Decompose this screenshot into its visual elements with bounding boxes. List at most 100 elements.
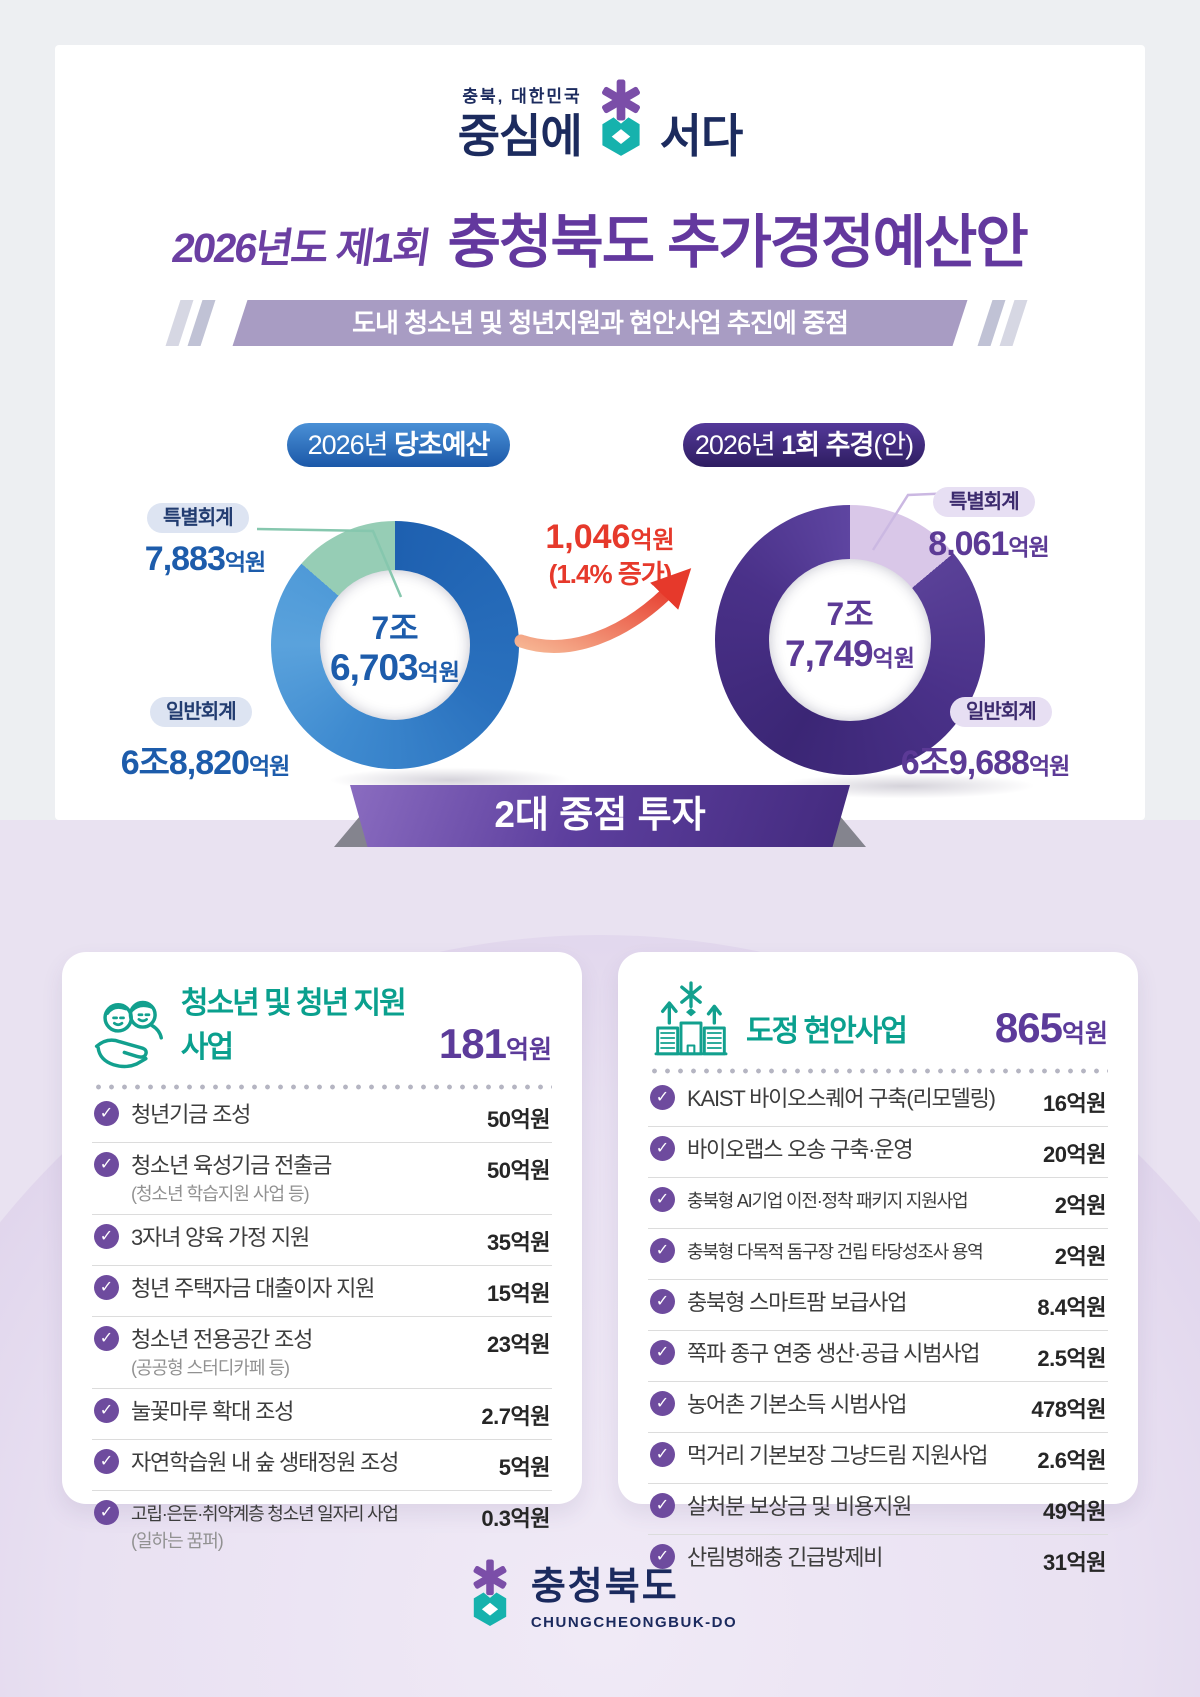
budget-item-row: ✓ 고립·은둔·취약계층 청소년 일자리 사업 (일하는 꿈퍼) 0.3억원 bbox=[92, 1491, 552, 1560]
check-icon: ✓ bbox=[650, 1493, 675, 1518]
budget-item-row: ✓ 청년 주택자금 대출이자 지원 15억원 bbox=[92, 1266, 552, 1317]
value-general-account-right: 6조9,688억원 bbox=[900, 744, 1071, 782]
legend-special-account-right: 특별회계 bbox=[933, 487, 1035, 517]
item-label: 살처분 보상금 및 비용지원 bbox=[687, 1494, 912, 1519]
banner-stripes-right bbox=[977, 300, 1028, 346]
budget-item-row: ✓ 살처분 보상금 및 비용지원 49억원 bbox=[648, 1484, 1108, 1535]
item-label: 고립·은둔·취약계층 청소년 일자리 사업 (일하는 꿈퍼) bbox=[131, 1499, 473, 1552]
section-ribbon-title: 2대 중점 투자 bbox=[350, 785, 850, 847]
budget-item-row: ✓ 충북형 AI기업 이전·정착 패키지 지원사업 2억원 bbox=[648, 1178, 1108, 1229]
subtitle-text: 도내 청소년 및 청년지원과 현안사업 추진에 중점 bbox=[352, 308, 849, 338]
item-amount: 23억원 bbox=[487, 1331, 550, 1357]
budget-item-row: ✓ 3자녀 양육 가정 지원 35억원 bbox=[92, 1215, 552, 1266]
budget-item-row: ✓ 먹거리 기본보장 그냥드림 지원사업 2.6억원 bbox=[648, 1433, 1108, 1484]
item-amount: 31억원 bbox=[1043, 1550, 1106, 1575]
item-amount: 16억원 bbox=[1043, 1091, 1106, 1116]
building-growth-icon bbox=[654, 981, 728, 1056]
province-logo: 충북, 대한민국 중심에 서다 bbox=[55, 77, 1145, 159]
item-amount: 5억원 bbox=[498, 1454, 551, 1480]
chart-title-original-budget: 2026년 당초예산 bbox=[287, 423, 510, 467]
title-prefix: 2026년도 제1회 bbox=[169, 225, 433, 271]
budget-item-row: ✓ 충북형 다목적 돔구장 건립 타당성조사 용역 2억원 bbox=[648, 1229, 1108, 1280]
logo-tagline: 충북, 대한민국 bbox=[462, 87, 582, 106]
item-label: KAIST 바이오스퀘어 구축(리모델링) bbox=[687, 1086, 996, 1111]
check-icon: ✓ bbox=[650, 1238, 675, 1263]
page-title: 2026년도 제1회 충청북도 추가경정예산안 bbox=[55, 195, 1145, 279]
item-label: 농어촌 기본소득 시범사업 bbox=[687, 1392, 907, 1417]
card-total-youth: 181억원 bbox=[438, 1020, 552, 1067]
item-label: 바이오랩스 오송 구축·운영 bbox=[687, 1137, 914, 1162]
item-label: 쪽파 종구 연중 생산·공급 시범사업 bbox=[687, 1341, 981, 1366]
item-label: 눌꽃마루 확대 조성 bbox=[131, 1398, 294, 1424]
check-icon: ✓ bbox=[650, 1085, 675, 1110]
item-amount: 2.5억원 bbox=[1037, 1346, 1106, 1371]
item-amount: 0.3억원 bbox=[481, 1505, 550, 1531]
item-amount: 2억원 bbox=[1054, 1244, 1107, 1269]
budget-item-row: ✓ 쪽파 종구 연중 생산·공급 시범사업 2.5억원 bbox=[648, 1331, 1108, 1382]
check-icon: ✓ bbox=[94, 1499, 119, 1525]
item-label: 충북형 AI기업 이전·정착 패키지 지원사업 bbox=[687, 1191, 969, 1211]
donut-supplementary-hole bbox=[769, 559, 931, 721]
donut-original-hole bbox=[320, 570, 470, 720]
province-symbol-icon bbox=[601, 79, 640, 156]
logo-word-left: 중심에 bbox=[457, 110, 583, 162]
value-general-account-left: 6조8,820억원 bbox=[120, 744, 291, 782]
budget-item-row: ✓ 청소년 육성기금 전출금 (청소년 학습지원 사업 등) 50억원 bbox=[92, 1143, 552, 1215]
item-amount: 2억원 bbox=[1054, 1193, 1107, 1218]
check-icon: ✓ bbox=[94, 1448, 119, 1474]
donut-supplementary-center-label: 7조 7,749억원 bbox=[785, 596, 915, 674]
section-ribbon: 2대 중점 투자 bbox=[0, 785, 1200, 857]
check-icon: ✓ bbox=[94, 1325, 119, 1351]
budget-item-list: ✓ 청년기금 조성 50억원 ✓ 청소년 육성기금 전출금 (청소년 학습지원 사… bbox=[92, 1092, 552, 1560]
value-special-account-left: 7,883억원 bbox=[144, 540, 266, 578]
footer-province-name: 충청북도 bbox=[530, 1566, 679, 1608]
budget-item-row: ✓ 자연학습원 내 숲 생태정원 조성 5억원 bbox=[92, 1440, 552, 1491]
legend-general-account-left: 일반회계 bbox=[150, 697, 252, 727]
item-amount: 2.6억원 bbox=[1037, 1448, 1106, 1473]
budget-item-row: ✓ KAIST 바이오스퀘어 구축(리모델링) 16억원 bbox=[648, 1076, 1108, 1127]
budget-item-row: ✓ 충북형 스마트팜 보급사업 8.4억원 bbox=[648, 1280, 1108, 1331]
card-title-projects: 도정 현안사업 bbox=[746, 1015, 908, 1048]
check-icon: ✓ bbox=[94, 1223, 119, 1249]
increase-arrow-icon bbox=[514, 568, 692, 653]
footer-province-name-en: CHUNGCHEONGBUK-DO bbox=[530, 1614, 738, 1631]
subtitle-banner: 도내 청소년 및 청년지원과 현안사업 추진에 중점 bbox=[55, 300, 1145, 346]
check-icon: ✓ bbox=[94, 1397, 119, 1423]
top-panel: 충북, 대한민국 중심에 서다 2026년도 제1회 충청북도 추가경정예산안 bbox=[55, 45, 1145, 820]
footer-logo: 충청북도 CHUNGCHEONGBUK-DO bbox=[0, 1555, 1200, 1631]
item-label: 자연학습원 내 숲 생태정원 조성 bbox=[131, 1449, 399, 1475]
chart-title-supplementary-budget: 2026년 1회 추경(안) bbox=[683, 423, 925, 467]
dotted-divider bbox=[92, 1084, 552, 1090]
check-icon: ✓ bbox=[650, 1340, 675, 1365]
item-amount: 50억원 bbox=[487, 1158, 550, 1183]
item-amount: 8.4억원 bbox=[1037, 1295, 1106, 1320]
card-title-youth: 청소년 및 청년 지원사업 bbox=[180, 987, 407, 1064]
legend-special-account-left: 특별회계 bbox=[147, 503, 249, 533]
item-label: 충북형 다목적 돔구장 건립 타당성조사 용역 bbox=[687, 1242, 984, 1262]
budget-item-row: ✓ 농어촌 기본소득 시범사업 478억원 bbox=[648, 1382, 1108, 1433]
item-label: 청소년 육성기금 전출금 (청소년 학습지원 사업 등) bbox=[131, 1151, 479, 1206]
item-label: 청년기금 조성 bbox=[131, 1102, 251, 1127]
check-icon: ✓ bbox=[650, 1442, 675, 1467]
item-label: 먹거리 기본보장 그냥드림 지원사업 bbox=[687, 1443, 989, 1468]
check-icon: ✓ bbox=[650, 1289, 675, 1314]
item-note: (일하는 꿈퍼) bbox=[131, 1530, 224, 1551]
item-note: (공공형 스터디카페 등) bbox=[131, 1358, 290, 1379]
item-amount: 49억원 bbox=[1043, 1499, 1106, 1524]
value-special-account-right: 8,061억원 bbox=[928, 525, 1049, 563]
budget-item-row: ✓ 산림병해충 긴급방제비 31억원 bbox=[648, 1535, 1108, 1585]
item-amount: 50억원 bbox=[487, 1107, 550, 1132]
item-label: 청년 주택자금 대출이자 지원 bbox=[131, 1275, 375, 1301]
logo-word-right: 서다 bbox=[659, 110, 744, 162]
check-icon: ✓ bbox=[94, 1152, 119, 1177]
item-amount: 35억원 bbox=[487, 1229, 550, 1255]
check-icon: ✓ bbox=[650, 1544, 675, 1569]
dotted-divider bbox=[648, 1068, 1108, 1074]
banner-stripes-left bbox=[165, 300, 216, 346]
item-label: 산림병해충 긴급방제비 bbox=[687, 1545, 884, 1570]
budget-item-row: ✓ 눌꽃마루 확대 조성 2.7억원 bbox=[92, 1389, 552, 1440]
connector-line-left bbox=[256, 527, 403, 598]
title-main: 충청북도 추가경정예산안 bbox=[447, 210, 1029, 275]
item-amount: 478억원 bbox=[1031, 1397, 1106, 1422]
